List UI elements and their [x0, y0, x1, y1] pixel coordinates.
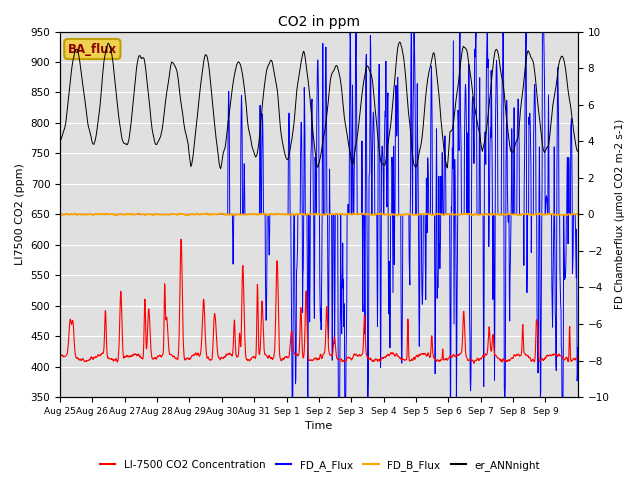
Y-axis label: LI7500 CO2 (ppm): LI7500 CO2 (ppm): [15, 163, 25, 265]
Y-axis label: FD Chamberflux (μmol CO2 m-2 s-1): FD Chamberflux (μmol CO2 m-2 s-1): [615, 119, 625, 310]
Legend: LI-7500 CO2 Concentration, FD_A_Flux, FD_B_Flux, er_ANNnight: LI-7500 CO2 Concentration, FD_A_Flux, FD…: [95, 456, 545, 475]
Text: BA_flux: BA_flux: [68, 43, 117, 56]
Title: CO2 in ppm: CO2 in ppm: [278, 15, 360, 29]
X-axis label: Time: Time: [305, 421, 333, 432]
